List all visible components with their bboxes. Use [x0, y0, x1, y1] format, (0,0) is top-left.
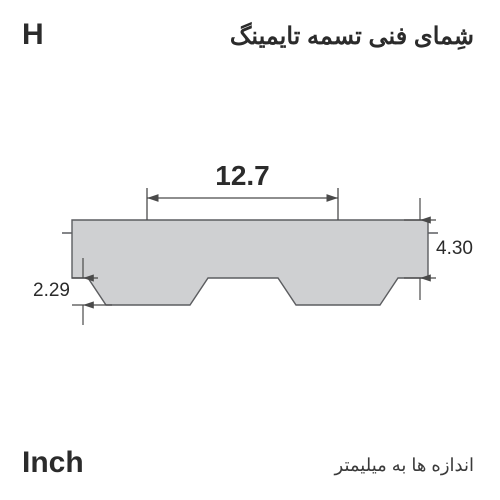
pitch-value: 12.7	[147, 160, 338, 192]
unit-system-label: Inch	[22, 446, 84, 480]
belt-thickness-value: 4.30	[436, 238, 496, 260]
page: شِمای فنی تسمه تایمینگ H	[0, 0, 500, 500]
tooth-height-value: 2.29	[10, 280, 70, 302]
belt-diagram	[0, 0, 500, 500]
units-fa-label: اندازه ها به میلیمتر	[335, 455, 474, 476]
belt-profile	[62, 220, 438, 305]
